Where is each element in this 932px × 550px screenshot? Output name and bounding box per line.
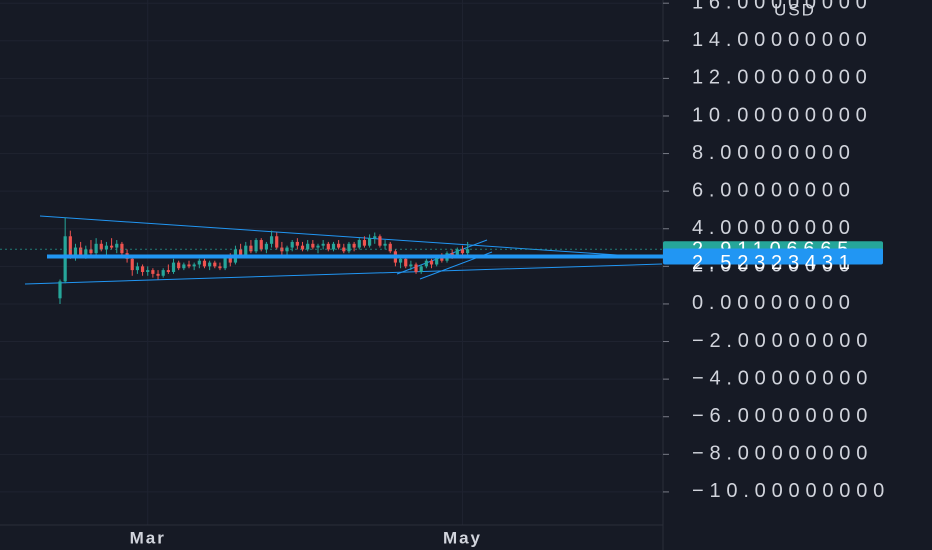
candle-body (73, 247, 78, 256)
candle-body (306, 243, 310, 250)
candle-body (84, 249, 88, 256)
candle-body (331, 243, 336, 250)
y-tick-label: −2.00000000 (692, 330, 873, 352)
candle-body (352, 243, 356, 248)
currency-label: USD (774, 0, 816, 19)
grid (0, 0, 663, 525)
candle-body (110, 245, 114, 248)
candle-body (202, 260, 207, 267)
candle-body (342, 247, 346, 252)
candle-body (321, 243, 325, 246)
candle-body (383, 243, 387, 246)
candle-body (440, 256, 444, 261)
candle-body (362, 240, 367, 246)
y-tick-label: 4.00000000 (692, 217, 856, 239)
candle-body (419, 266, 423, 272)
candle-body (120, 243, 124, 254)
trend-line (39, 215, 663, 259)
candle-body (254, 240, 258, 252)
candle-body (373, 236, 377, 239)
candle-body (146, 270, 150, 272)
candle-body (357, 240, 361, 248)
y-tick-label: −4.00000000 (692, 367, 873, 389)
candle-body (326, 243, 330, 250)
candle-body (239, 249, 243, 256)
candle-body (63, 236, 67, 282)
trend-line (24, 263, 663, 285)
candle-body (115, 243, 119, 248)
candle-body (269, 236, 274, 244)
y-tick-label: 8.00000000 (692, 142, 856, 164)
candle-body (130, 258, 134, 271)
candle-body (228, 256, 232, 263)
candle-body (89, 249, 93, 254)
candle-body (171, 262, 176, 272)
candle-body (259, 240, 263, 250)
candle-body (295, 241, 299, 246)
candle-body (249, 245, 253, 252)
y-tick-label: −10.00000000 (692, 480, 890, 502)
candle-body (398, 258, 403, 263)
candle-body (135, 266, 139, 271)
y-tick-label: 10.00000000 (692, 104, 873, 126)
candle-body (275, 236, 279, 248)
y-tick-label: 6.00000000 (692, 179, 856, 201)
candle-body (79, 247, 83, 256)
candle-body (347, 243, 351, 252)
y-tick-label: 14.00000000 (692, 29, 873, 51)
y-tick-label: −6.00000000 (692, 405, 873, 427)
candle-body (378, 236, 382, 246)
candle-body (208, 262, 212, 267)
candle-body (223, 256, 227, 269)
candle-body (213, 262, 217, 267)
x-tick-label: May (443, 528, 482, 547)
candle-body (151, 270, 155, 274)
candle-body (140, 266, 145, 272)
candle-body (455, 249, 459, 256)
candle-body (177, 262, 181, 269)
candle-body (460, 249, 465, 254)
y-tick-label: 12.00000000 (692, 67, 873, 89)
candle-body (435, 256, 439, 265)
candle-body (99, 243, 103, 250)
y-tick-label: −8.00000000 (692, 443, 873, 465)
candle-body (300, 245, 305, 250)
candle-body (94, 243, 98, 254)
x-tick-label: Mar (130, 528, 166, 547)
candle-body (414, 264, 418, 272)
candle-body (68, 236, 72, 256)
candle-body (218, 266, 222, 269)
candle-body (311, 243, 315, 248)
level-tag (663, 248, 883, 265)
candle-body (192, 264, 196, 267)
candle-body (197, 260, 201, 265)
candle-body (424, 260, 428, 267)
candle-body (409, 264, 413, 267)
candle-body (466, 249, 470, 254)
candle-body (166, 270, 170, 272)
candle-body (244, 245, 248, 256)
candle-body (58, 281, 62, 299)
candle-body (368, 238, 372, 246)
candle-body (264, 243, 268, 250)
level-tag-label: 2.52323431 (692, 252, 856, 274)
candle-body (187, 264, 191, 267)
candle-body (429, 260, 434, 265)
candle-body (450, 253, 454, 256)
y-tick-label: 16.00000000 (692, 0, 873, 13)
candle-body (161, 270, 165, 276)
candle-body (290, 241, 294, 248)
candle-body (388, 243, 392, 252)
candle-body (182, 264, 186, 269)
candle-body (316, 245, 320, 248)
candle-body (156, 273, 160, 276)
candle-body (404, 258, 408, 267)
candle-body (337, 243, 341, 248)
candle-body (285, 247, 289, 252)
candle-body (104, 245, 109, 250)
y-tick-label: 0.00000000 (692, 292, 856, 314)
